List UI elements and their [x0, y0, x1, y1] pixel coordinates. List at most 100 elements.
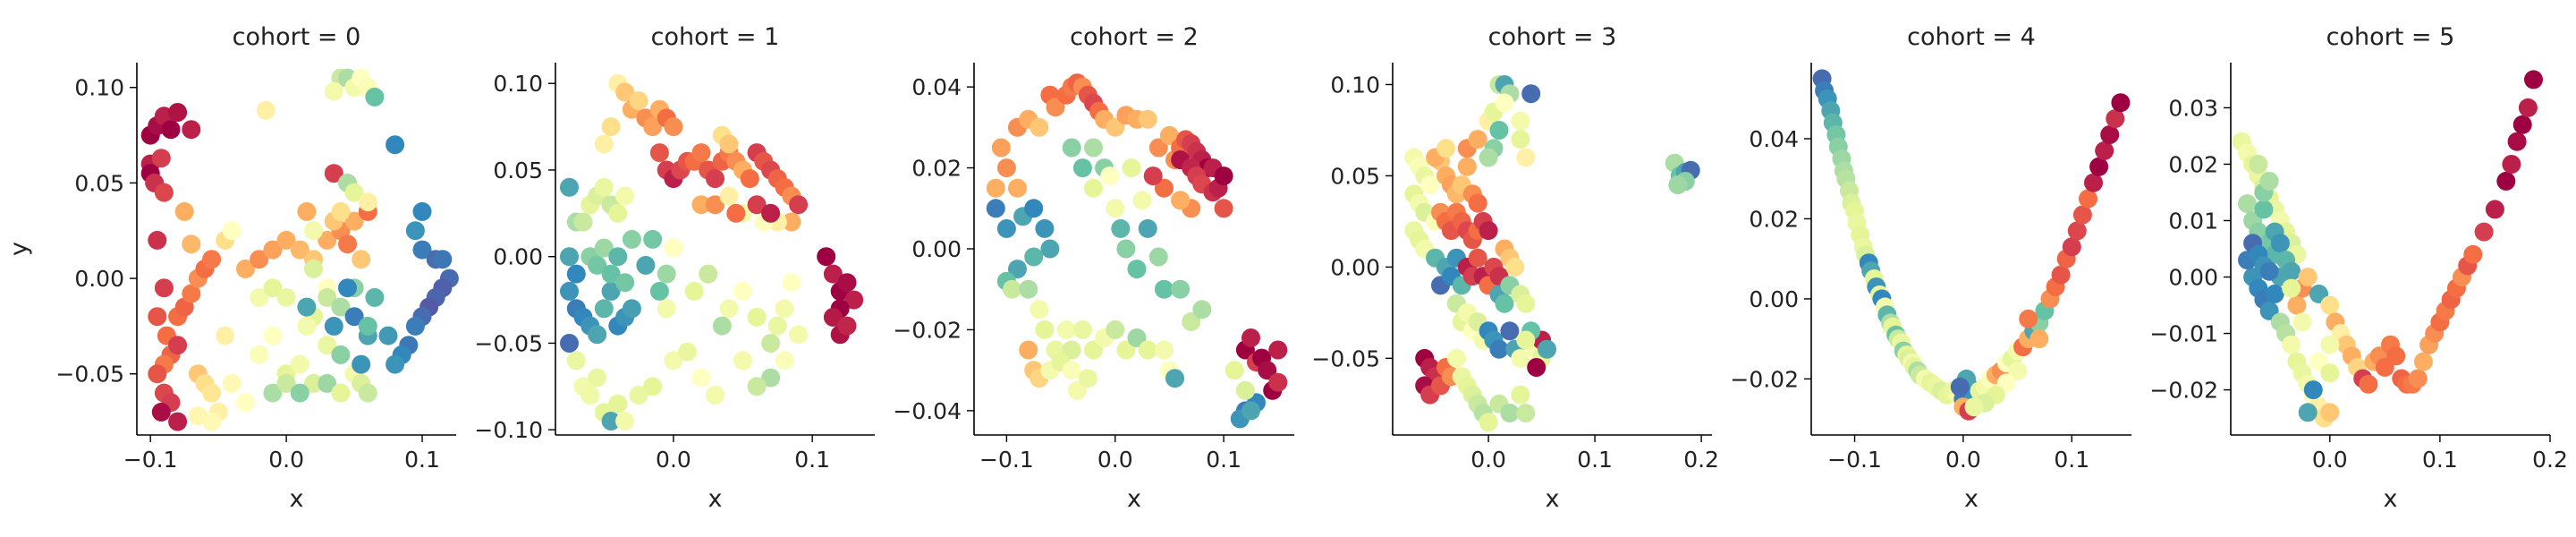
scatter-point: [2084, 173, 2103, 192]
scatter-point: [733, 281, 752, 301]
scatter-point: [2072, 205, 2092, 225]
scatter-point: [712, 316, 732, 336]
scatter-point: [761, 368, 781, 388]
scatter-point: [2463, 244, 2483, 264]
scatter-point: [1171, 191, 1191, 210]
x-tick-label: 0.1: [794, 447, 830, 473]
scatter-point: [1046, 98, 1065, 117]
scatter-point: [684, 281, 704, 301]
scatter-point: [405, 316, 425, 336]
scatter-point: [1030, 117, 1049, 137]
scatter-point: [202, 383, 222, 403]
scatter-point: [331, 383, 351, 403]
scatter-point: [297, 316, 317, 336]
scatter-point: [986, 199, 1005, 218]
y-tick-label: −0.04: [893, 398, 962, 424]
scatter-point: [324, 81, 343, 101]
scatter-point: [2518, 98, 2538, 117]
scatter-point: [276, 373, 296, 393]
panel-3: cohort = 3 0.0 0.1 0.2 −0.05 0.00 0.05 0.10 x: [1311, 23, 1719, 513]
scatter-point: [222, 373, 242, 393]
scatter-point: [761, 203, 781, 223]
scatter-point: [344, 183, 364, 202]
scatter-point: [412, 240, 432, 260]
scatter-point: [1132, 191, 1152, 210]
scatter-point: [1268, 372, 1288, 392]
scatter-point: [657, 264, 676, 284]
scatter-point: [276, 230, 296, 250]
scatter-point: [1505, 257, 1525, 277]
scatter-point: [182, 234, 201, 254]
x-tick-label: 0.0: [1097, 447, 1133, 473]
scatter-point: [601, 281, 621, 301]
scatter-point: [1148, 138, 1168, 158]
scatter-point: [2512, 115, 2532, 134]
scatter-point: [1511, 130, 1530, 149]
x-tick-label: 0.0: [268, 447, 304, 473]
scatter-points: [2232, 70, 2543, 428]
y-tick-label: −0.05: [474, 330, 543, 356]
scatter-point: [154, 183, 174, 202]
scatter-point: [1106, 320, 1125, 339]
y-tick-label: 0.02: [911, 156, 962, 182]
y-tick-label: −0.02: [1730, 366, 1799, 392]
x-tick-label: 0.1: [404, 447, 440, 473]
scatter-point: [580, 386, 600, 405]
scatter-point: [331, 201, 351, 221]
scatter-point: [2270, 234, 2290, 253]
scatter-point: [344, 307, 364, 327]
scatter-point: [2303, 380, 2323, 400]
scatter-point: [2282, 261, 2301, 281]
scatter-point: [629, 91, 648, 111]
scatter-point: [747, 377, 767, 396]
scatter-point: [588, 255, 607, 275]
scatter-point: [1950, 377, 1970, 396]
scatter-point: [1003, 279, 1021, 299]
y-tick-label: 0.05: [74, 170, 124, 196]
scatter-point: [1964, 397, 1984, 417]
scatter-point: [151, 149, 171, 168]
scatter-point: [1084, 178, 1103, 198]
scatter-point: [2238, 194, 2257, 214]
scatter-point: [405, 221, 425, 241]
y-tick-label: −0.02: [893, 317, 962, 343]
y-axis-label: y: [5, 242, 33, 256]
y-tick-label: −0.01: [2149, 321, 2218, 347]
scatter-point: [1138, 218, 1157, 238]
x-axis-label: x: [1546, 485, 1560, 513]
scatter-point: [664, 351, 683, 371]
scatter-point: [1516, 330, 1536, 350]
scatter-point: [263, 326, 283, 345]
scatter-point: [1495, 294, 1514, 313]
x-tick-label: 0.0: [1470, 447, 1506, 473]
scatter-point: [594, 299, 614, 319]
panel-title: cohort = 5: [2326, 23, 2455, 51]
scatter-point: [1062, 361, 1081, 380]
scatter-point: [2100, 125, 2120, 144]
scatter-point: [216, 326, 235, 345]
scatter-point: [2359, 374, 2378, 394]
x-tick-label: 0.1: [2422, 447, 2458, 473]
scatter-point: [2282, 335, 2301, 354]
y-tick-label: 0.10: [1330, 72, 1380, 98]
scatter-point: [1035, 218, 1055, 238]
scatter-point: [1516, 404, 1536, 422]
scatter-point: [1495, 93, 1514, 113]
y-tick-label: 0.00: [1749, 286, 1799, 312]
scatter-point: [615, 82, 635, 102]
scatter-point: [148, 307, 167, 327]
scatter-point: [174, 201, 194, 221]
scatter-point: [636, 255, 656, 275]
scatter-point: [1148, 247, 1168, 267]
x-tick-label: −0.1: [123, 447, 178, 473]
y-tick-label: 0.00: [493, 244, 543, 270]
x-tick-label: 0.2: [1683, 447, 1719, 473]
y-tick-label: −0.05: [1311, 345, 1380, 371]
scatter-point: [2485, 200, 2504, 219]
scatter-point: [1056, 320, 1076, 339]
scatter-point: [649, 281, 669, 301]
scatter-point: [331, 297, 351, 317]
panel-0: cohort = 0 −0.1 0.0 0.1 −0.05 0.00 0.05 0.10 x y: [5, 23, 459, 513]
scatter-point: [1468, 130, 1487, 149]
